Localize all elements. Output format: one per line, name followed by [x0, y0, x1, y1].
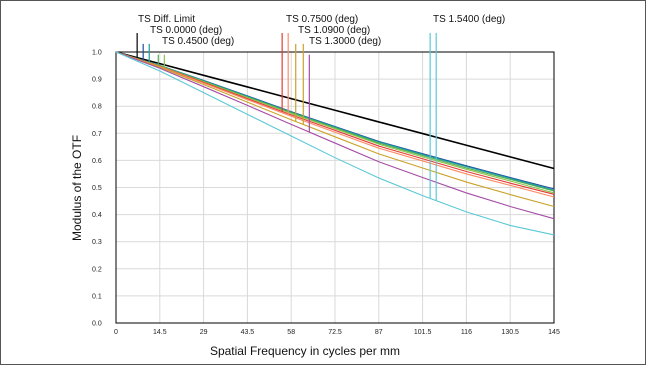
legend-label-0-7500: TS 0.7500 (deg): [286, 14, 358, 25]
y-tick-label: 0.1: [92, 293, 102, 300]
legend-label-1-5400: TS 1.5400 (deg): [433, 14, 505, 25]
y-tick-label: 0.5: [92, 185, 102, 192]
x-tick-label: 87: [375, 329, 383, 336]
legend-label-0-0000: TS 0.0000 (deg): [150, 25, 222, 36]
legend-label-diff-limit: TS Diff. Limit: [138, 14, 195, 25]
y-tick-label: 0.2: [92, 266, 102, 273]
x-tick-label: 0: [114, 329, 118, 336]
y-tick-label: 0.6: [92, 158, 102, 165]
x-tick-label: 130.5: [501, 329, 519, 336]
y-tick-label: 0.3: [92, 239, 102, 246]
x-tick-label: 101.5: [414, 329, 432, 336]
ticks-layer: 0 14.5 29 43.5 58 72.5 87 101.5 116 130.5 145 0.0 0.…: [92, 50, 560, 337]
y-axis-label: Modulus of the OTF: [70, 135, 84, 241]
x-tick-label: 72.5: [328, 329, 342, 336]
series-line: [115, 51, 555, 170]
plot-area: [115, 51, 555, 324]
series-line: [115, 51, 555, 208]
grid: [116, 52, 554, 323]
x-axis-label: Spatial Frequency in cycles per mm: [210, 344, 400, 358]
legend: TS Diff. Limit TS 0.0000 (deg) TS 0.4500…: [138, 14, 505, 47]
x-tick-label: 58: [287, 329, 295, 336]
series-line: [115, 51, 555, 220]
series-line: [115, 51, 555, 195]
marker-layer: [136, 33, 437, 201]
y-tick-label: 1.0: [92, 50, 102, 57]
y-tick-label: 0.8: [92, 104, 102, 111]
y-tick-label: 0.9: [92, 77, 102, 84]
y-tick-label: 0.4: [92, 212, 102, 219]
x-tick-label: 43.5: [241, 329, 255, 336]
y-tick-label: 0.0: [92, 321, 102, 328]
x-tick-label: 116: [461, 329, 472, 336]
legend-label-1-0900: TS 1.0900 (deg): [298, 25, 370, 36]
x-tick-label: 29: [200, 329, 208, 336]
x-tick-label: 14.5: [153, 329, 167, 336]
legend-label-0-4500: TS 0.4500 (deg): [162, 36, 234, 47]
series-layer: [115, 51, 555, 236]
x-tick-label: 145: [548, 329, 560, 336]
y-tick-label: 0.7: [92, 131, 102, 138]
series-line: [115, 51, 555, 236]
legend-label-1-3000: TS 1.3000 (deg): [309, 36, 381, 47]
series-line: [115, 51, 555, 198]
